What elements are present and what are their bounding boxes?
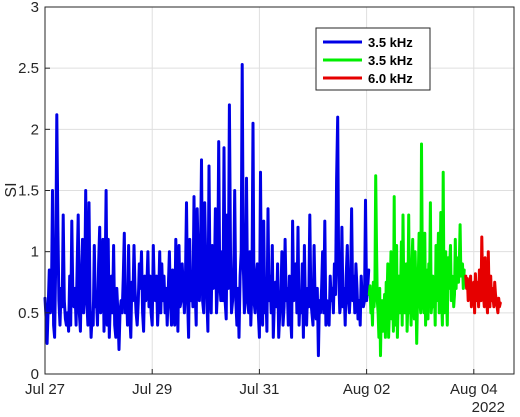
y-tick-label: 1 [31, 244, 39, 261]
y-tick-label: 3 [31, 0, 39, 16]
legend: 3.5 kHz 3.5 kHz 6.0 kHz [315, 27, 431, 91]
x-tick-label: Jul 27 [25, 381, 65, 398]
y-axis: 0 0.5 1 1.5 2 2.5 3 [18, 0, 50, 383]
x-tick-label: Aug 04 [450, 381, 498, 398]
y-tick-label: 1.5 [18, 183, 39, 200]
x-tick-label: Jul 29 [132, 381, 172, 398]
legend-label-3: 6.0 kHz [368, 71, 413, 86]
y-tick-label: 0 [31, 366, 39, 383]
year-label: 2022 [472, 399, 505, 416]
legend-label-2: 3.5 kHz [368, 53, 413, 68]
y-axis-label: SI [3, 182, 20, 197]
y-tick-label: 2 [31, 121, 39, 138]
x-axis: Jul 27 Jul 29 Jul 31 Aug 02 Aug 04 [25, 369, 498, 398]
legend-label-1: 3.5 kHz [368, 35, 413, 50]
x-tick-label: Aug 02 [343, 381, 391, 398]
y-tick-label: 0.5 [18, 305, 39, 322]
x-tick-label: Jul 31 [239, 381, 279, 398]
series-line-1 [43, 63, 371, 358]
series-line-3 [464, 235, 502, 315]
y-tick-label: 2.5 [18, 60, 39, 77]
series-layer [43, 63, 502, 358]
series-line-2 [367, 142, 466, 358]
